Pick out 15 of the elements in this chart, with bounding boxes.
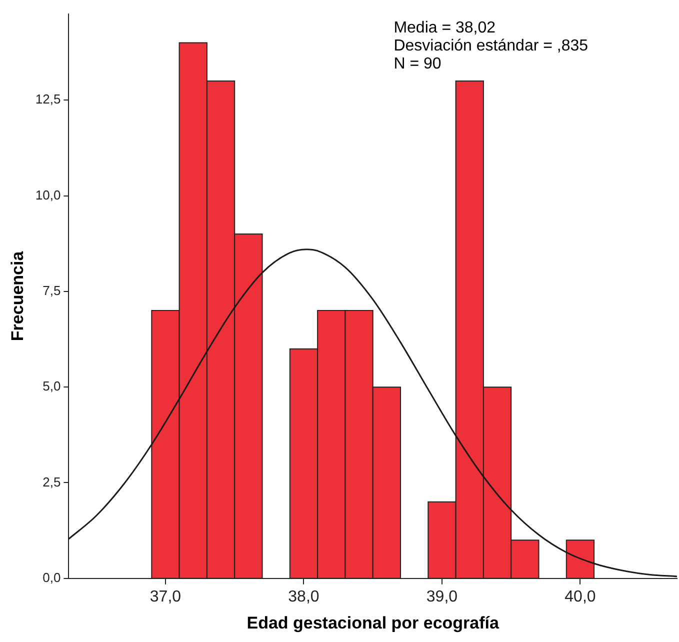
- x-tick-label: 38,0: [288, 588, 320, 606]
- x-tick-label: 39,0: [426, 588, 458, 606]
- y-tick-label: 5,0: [42, 378, 61, 394]
- y-axis-title: Frecuencia: [8, 250, 27, 342]
- y-tick-label: 10,0: [35, 187, 61, 202]
- x-axis-title: Edad gestacional por ecografía: [246, 613, 500, 632]
- x-tick-label: 37,0: [150, 588, 182, 606]
- annotation: N = 90: [394, 55, 442, 72]
- annotation: Desviación estándar = ,835: [394, 37, 588, 54]
- y-tick-label: 7,5: [42, 282, 61, 298]
- y-tick-label: 0,0: [42, 570, 61, 585]
- annotation: Media = 38,02: [394, 19, 496, 36]
- y-tick-label: 2,5: [42, 474, 61, 490]
- y-tick-label: 12,5: [35, 92, 61, 107]
- x-tick-label: 40,0: [564, 588, 596, 606]
